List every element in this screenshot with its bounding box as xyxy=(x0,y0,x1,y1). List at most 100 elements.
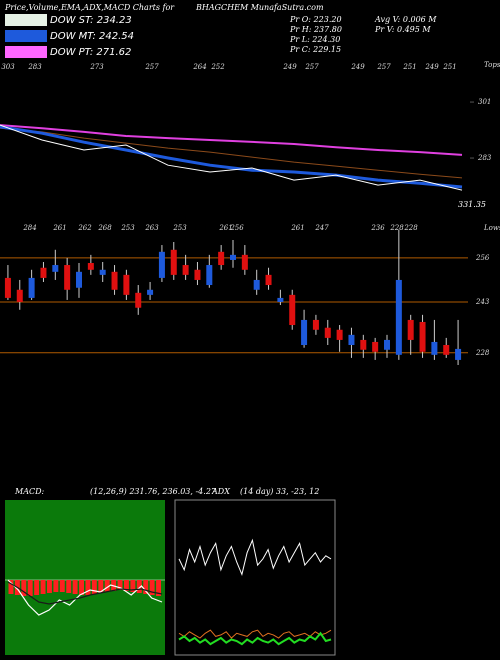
panel-subtitle: (14 day) 33, -23, 12 xyxy=(240,487,319,496)
candle-body xyxy=(407,319,414,340)
candle-body xyxy=(348,334,355,346)
candle-body xyxy=(395,279,402,355)
series-line xyxy=(0,124,463,156)
candle-body xyxy=(431,341,438,355)
candle-body xyxy=(419,321,426,352)
top-label: 251 xyxy=(442,63,456,71)
legend-label: DOW MT: 242.54 xyxy=(50,31,134,42)
candle-body xyxy=(111,271,118,290)
top-label: 273 xyxy=(89,63,104,71)
candle-body xyxy=(265,274,272,286)
candle-body xyxy=(277,297,284,302)
stat: Pr O: 223.20 xyxy=(289,15,342,24)
legend-label: DOW PT: 271.62 xyxy=(50,47,131,58)
series-line xyxy=(178,629,332,639)
histogram-bar xyxy=(72,580,78,594)
top-label: 257 xyxy=(144,63,159,71)
histogram-bar xyxy=(47,580,52,593)
candle-body xyxy=(230,254,236,260)
candle-body xyxy=(336,329,343,340)
y-tick-label: 228 xyxy=(475,349,490,357)
histogram-bar xyxy=(156,580,161,596)
series-line xyxy=(178,538,332,577)
panel-subtitle: (12,26,9) 231.76, 236.03, -4.27 xyxy=(90,487,217,496)
annotation: 331.35 xyxy=(458,200,486,209)
histogram-bar xyxy=(117,580,123,590)
histogram-bar xyxy=(40,580,46,594)
y-tick-label: 283 xyxy=(477,154,492,162)
candle-body xyxy=(76,271,82,288)
stat: Pr L: 224.30 xyxy=(289,35,340,44)
top-label: 256 xyxy=(229,224,244,232)
candle-body xyxy=(443,345,450,355)
top-label: 252 xyxy=(210,63,225,71)
candle-body xyxy=(87,263,94,270)
histogram-bar xyxy=(104,580,110,592)
y-tick-label: 243 xyxy=(475,298,490,306)
candle-body xyxy=(40,267,47,278)
legend-swatch xyxy=(5,14,47,26)
histogram-bar xyxy=(59,580,65,592)
top-label: 268 xyxy=(97,224,112,232)
top-label: 249 xyxy=(424,63,439,71)
histogram-bar xyxy=(27,580,33,596)
candle-body xyxy=(52,265,59,272)
candle-body xyxy=(170,249,177,275)
histogram-bar xyxy=(66,580,72,593)
candle-body xyxy=(28,277,35,298)
page-title: Price,Volume,EMA,ADX,MACD Charts for xyxy=(4,3,175,12)
symbol: BHAGCHEM MunafaSutra.com xyxy=(195,3,324,12)
candle-body xyxy=(182,265,189,275)
histogram-bar xyxy=(149,580,155,595)
stat: Pr C: 229.15 xyxy=(289,45,341,54)
candle-body xyxy=(253,279,260,290)
candle-body xyxy=(241,254,248,270)
candle-body xyxy=(289,294,296,326)
top-label: 262 xyxy=(77,224,92,232)
top-label: 236 xyxy=(370,224,385,232)
histogram-bar xyxy=(34,580,40,595)
top-label: 251 xyxy=(402,63,416,71)
top-label: 249 xyxy=(282,63,297,71)
histogram-bar xyxy=(91,580,97,594)
candle-body xyxy=(99,269,106,275)
top-label: 303 xyxy=(1,63,15,71)
legend-swatch xyxy=(5,30,47,42)
series-line xyxy=(0,125,463,189)
candle-body xyxy=(4,277,11,298)
panel-title: MACD: xyxy=(14,487,45,496)
candle-body xyxy=(324,327,331,338)
stat: Avg V: 0.006 M xyxy=(374,15,437,24)
candle-body xyxy=(301,319,308,346)
candle-body xyxy=(135,292,142,308)
series-line xyxy=(178,631,332,646)
series-line xyxy=(7,579,163,616)
top-label: 228 xyxy=(389,224,404,232)
candle-body xyxy=(384,339,390,350)
histogram-bar xyxy=(124,580,129,591)
candle-body xyxy=(158,251,165,278)
legend-label: DOW ST: 234.23 xyxy=(50,15,132,26)
top-label: 261 xyxy=(290,224,304,232)
top-label: 249 xyxy=(350,63,365,71)
candle-body xyxy=(16,289,23,302)
histogram-bar xyxy=(8,580,14,594)
candle-body xyxy=(147,289,154,295)
corner-label: Lows xyxy=(483,224,500,232)
series-line xyxy=(0,124,463,191)
candle-body xyxy=(218,251,225,266)
top-label: 253 xyxy=(172,224,187,232)
histogram-bar xyxy=(143,580,149,594)
panel-title: ADX xyxy=(211,487,230,496)
top-label: 253 xyxy=(120,224,135,232)
top-label: 261 xyxy=(52,224,66,232)
histogram-bar xyxy=(79,580,84,595)
top-label: 228 xyxy=(403,224,418,232)
series-line xyxy=(0,127,463,179)
candle-body xyxy=(123,274,130,295)
candle-body xyxy=(360,339,367,350)
candle-body xyxy=(312,319,319,330)
candle-body xyxy=(64,265,71,290)
